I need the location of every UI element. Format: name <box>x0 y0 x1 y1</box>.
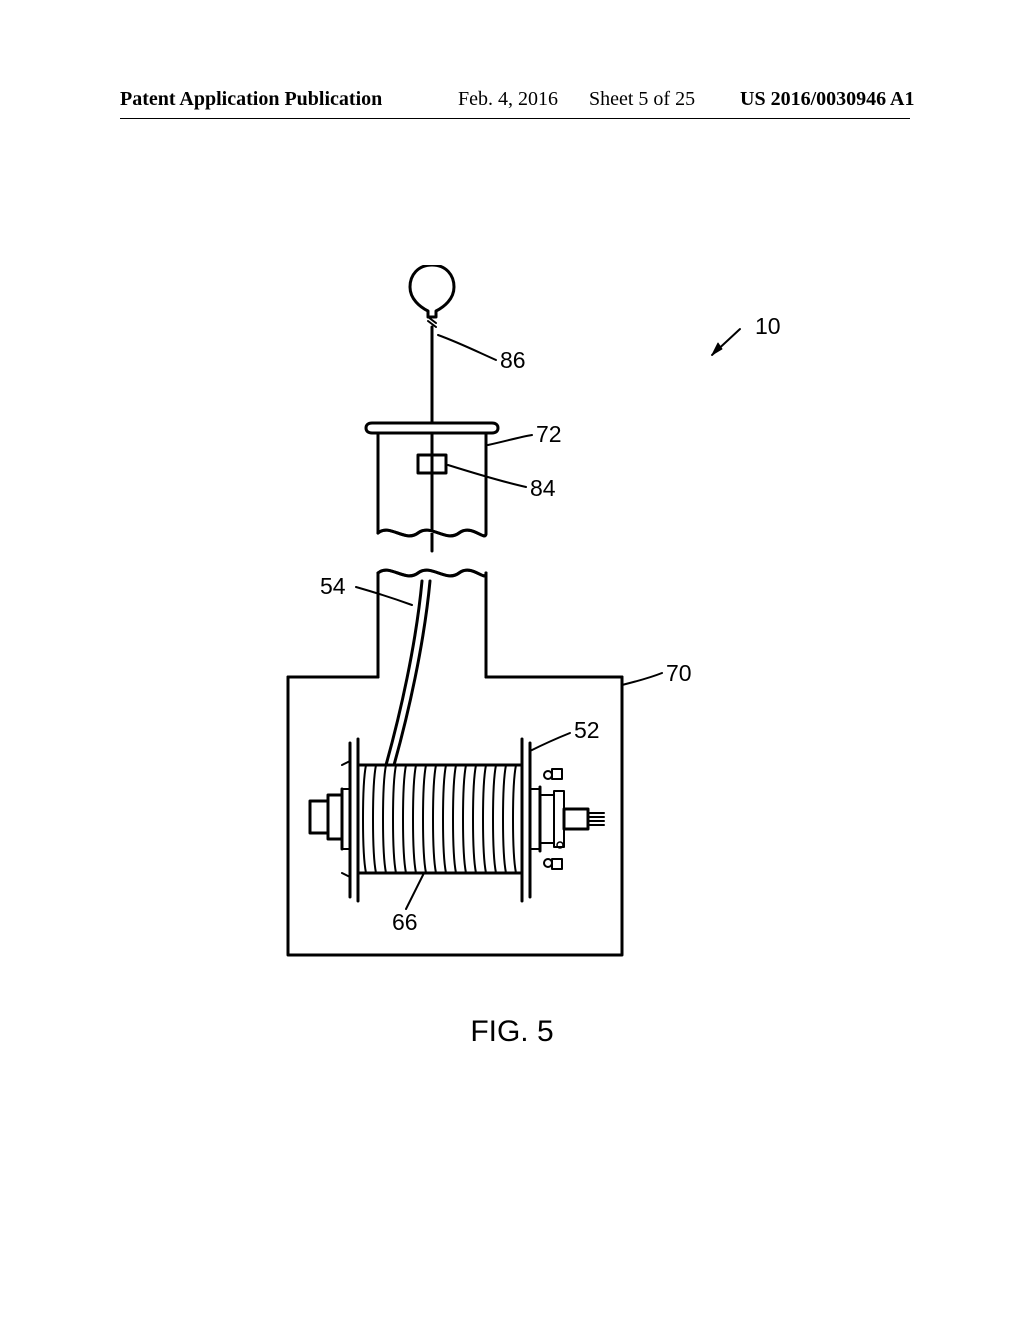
ref-10: 10 <box>755 313 781 340</box>
figure-drawing: 10 86 72 84 54 70 52 66 <box>200 265 820 985</box>
figure-caption: FIG. 5 <box>0 1015 1024 1049</box>
sheet-number: Sheet 5 of 25 <box>589 88 695 111</box>
header-rule <box>120 118 910 119</box>
publication-type: Patent Application Publication <box>120 88 382 111</box>
patent-page: Patent Application Publication Feb. 4, 2… <box>0 0 1024 1320</box>
publication-date: Feb. 4, 2016 <box>458 88 558 111</box>
ref-70: 70 <box>666 660 692 687</box>
ref-86: 86 <box>500 347 526 374</box>
page-header: Patent Application Publication Feb. 4, 2… <box>0 88 1024 118</box>
ref-84: 84 <box>530 475 556 502</box>
publication-number: US 2016/0030946 A1 <box>740 88 914 111</box>
ref-66: 66 <box>392 909 418 936</box>
ref-54: 54 <box>320 573 346 600</box>
ref-72: 72 <box>536 421 562 448</box>
ref-52: 52 <box>574 717 600 744</box>
